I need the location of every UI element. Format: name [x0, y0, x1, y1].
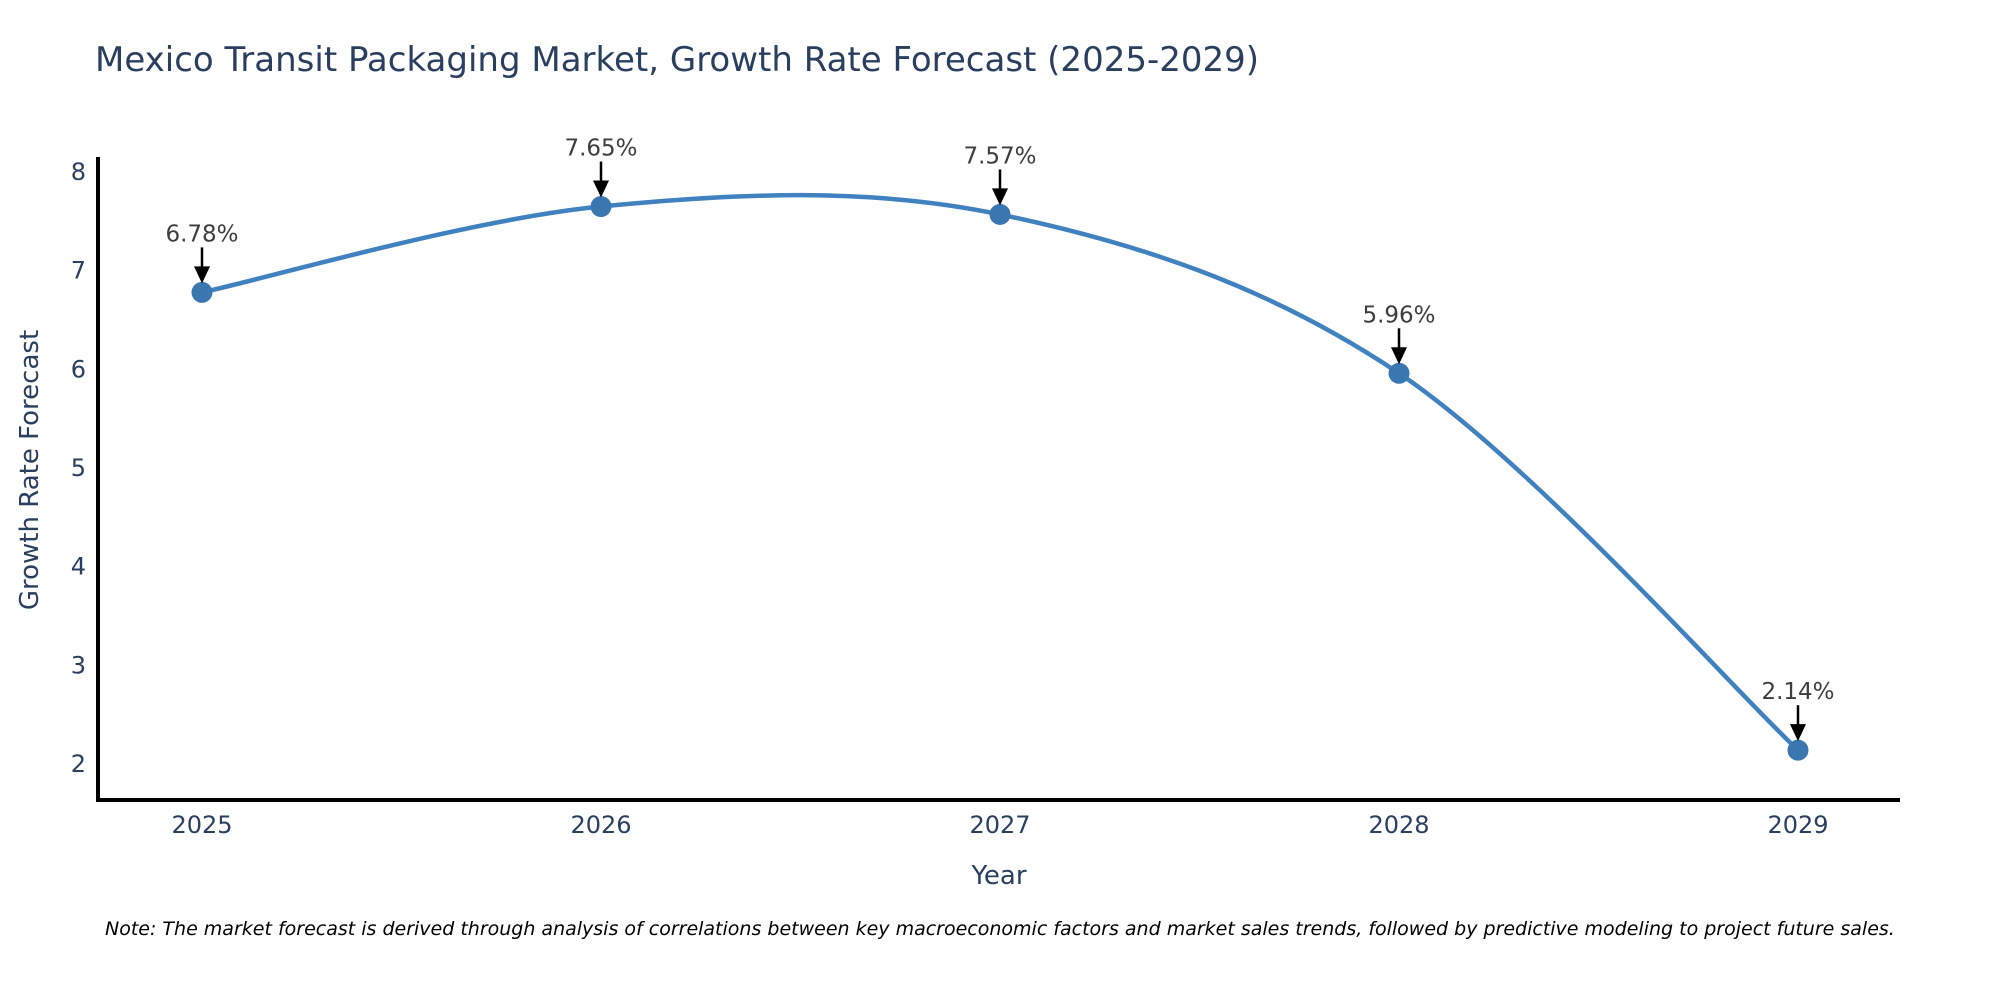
y-tick-label: 8 — [71, 158, 86, 186]
data-point-marker — [989, 203, 1011, 225]
data-point-label: 7.65% — [564, 136, 637, 162]
y-tick-label: 4 — [71, 553, 86, 581]
annotation-arrow-head — [1790, 724, 1806, 742]
y-tick-label: 5 — [71, 454, 86, 482]
chart-title: Mexico Transit Packaging Market, Growth … — [95, 40, 1260, 80]
x-tick-label: 2025 — [171, 811, 232, 839]
data-point-label: 6.78% — [165, 221, 238, 247]
y-tick-label: 2 — [71, 750, 86, 778]
data-point-marker — [1388, 362, 1410, 384]
y-tick-label: 6 — [71, 355, 86, 383]
data-point-label: 7.57% — [963, 143, 1036, 169]
y-tick-label: 7 — [71, 257, 86, 285]
annotation-arrow-head — [593, 180, 609, 198]
forecast-spline-line — [199, 192, 1801, 753]
y-tick-label: 3 — [71, 651, 86, 679]
annotation-arrow-head — [1391, 347, 1407, 365]
x-tick-label: 2027 — [969, 811, 1030, 839]
x-tick-label: 2026 — [570, 811, 631, 839]
x-tick-label: 2029 — [1767, 811, 1828, 839]
annotation-arrow-head — [194, 266, 210, 284]
data-point-marker — [590, 196, 612, 218]
data-point-marker — [1787, 739, 1809, 761]
data-point-label: 2.14% — [1761, 679, 1834, 705]
data-point-marker — [191, 281, 213, 303]
x-axis-title: Year — [971, 861, 1027, 891]
x-tick-label: 2028 — [1368, 811, 1429, 839]
y-axis-title: Growth Rate Forecast — [15, 329, 45, 611]
data-point-label: 5.96% — [1362, 302, 1435, 328]
annotation-arrow-head — [992, 188, 1008, 206]
footnote: Note: The market forecast is derived thr… — [105, 918, 1895, 940]
